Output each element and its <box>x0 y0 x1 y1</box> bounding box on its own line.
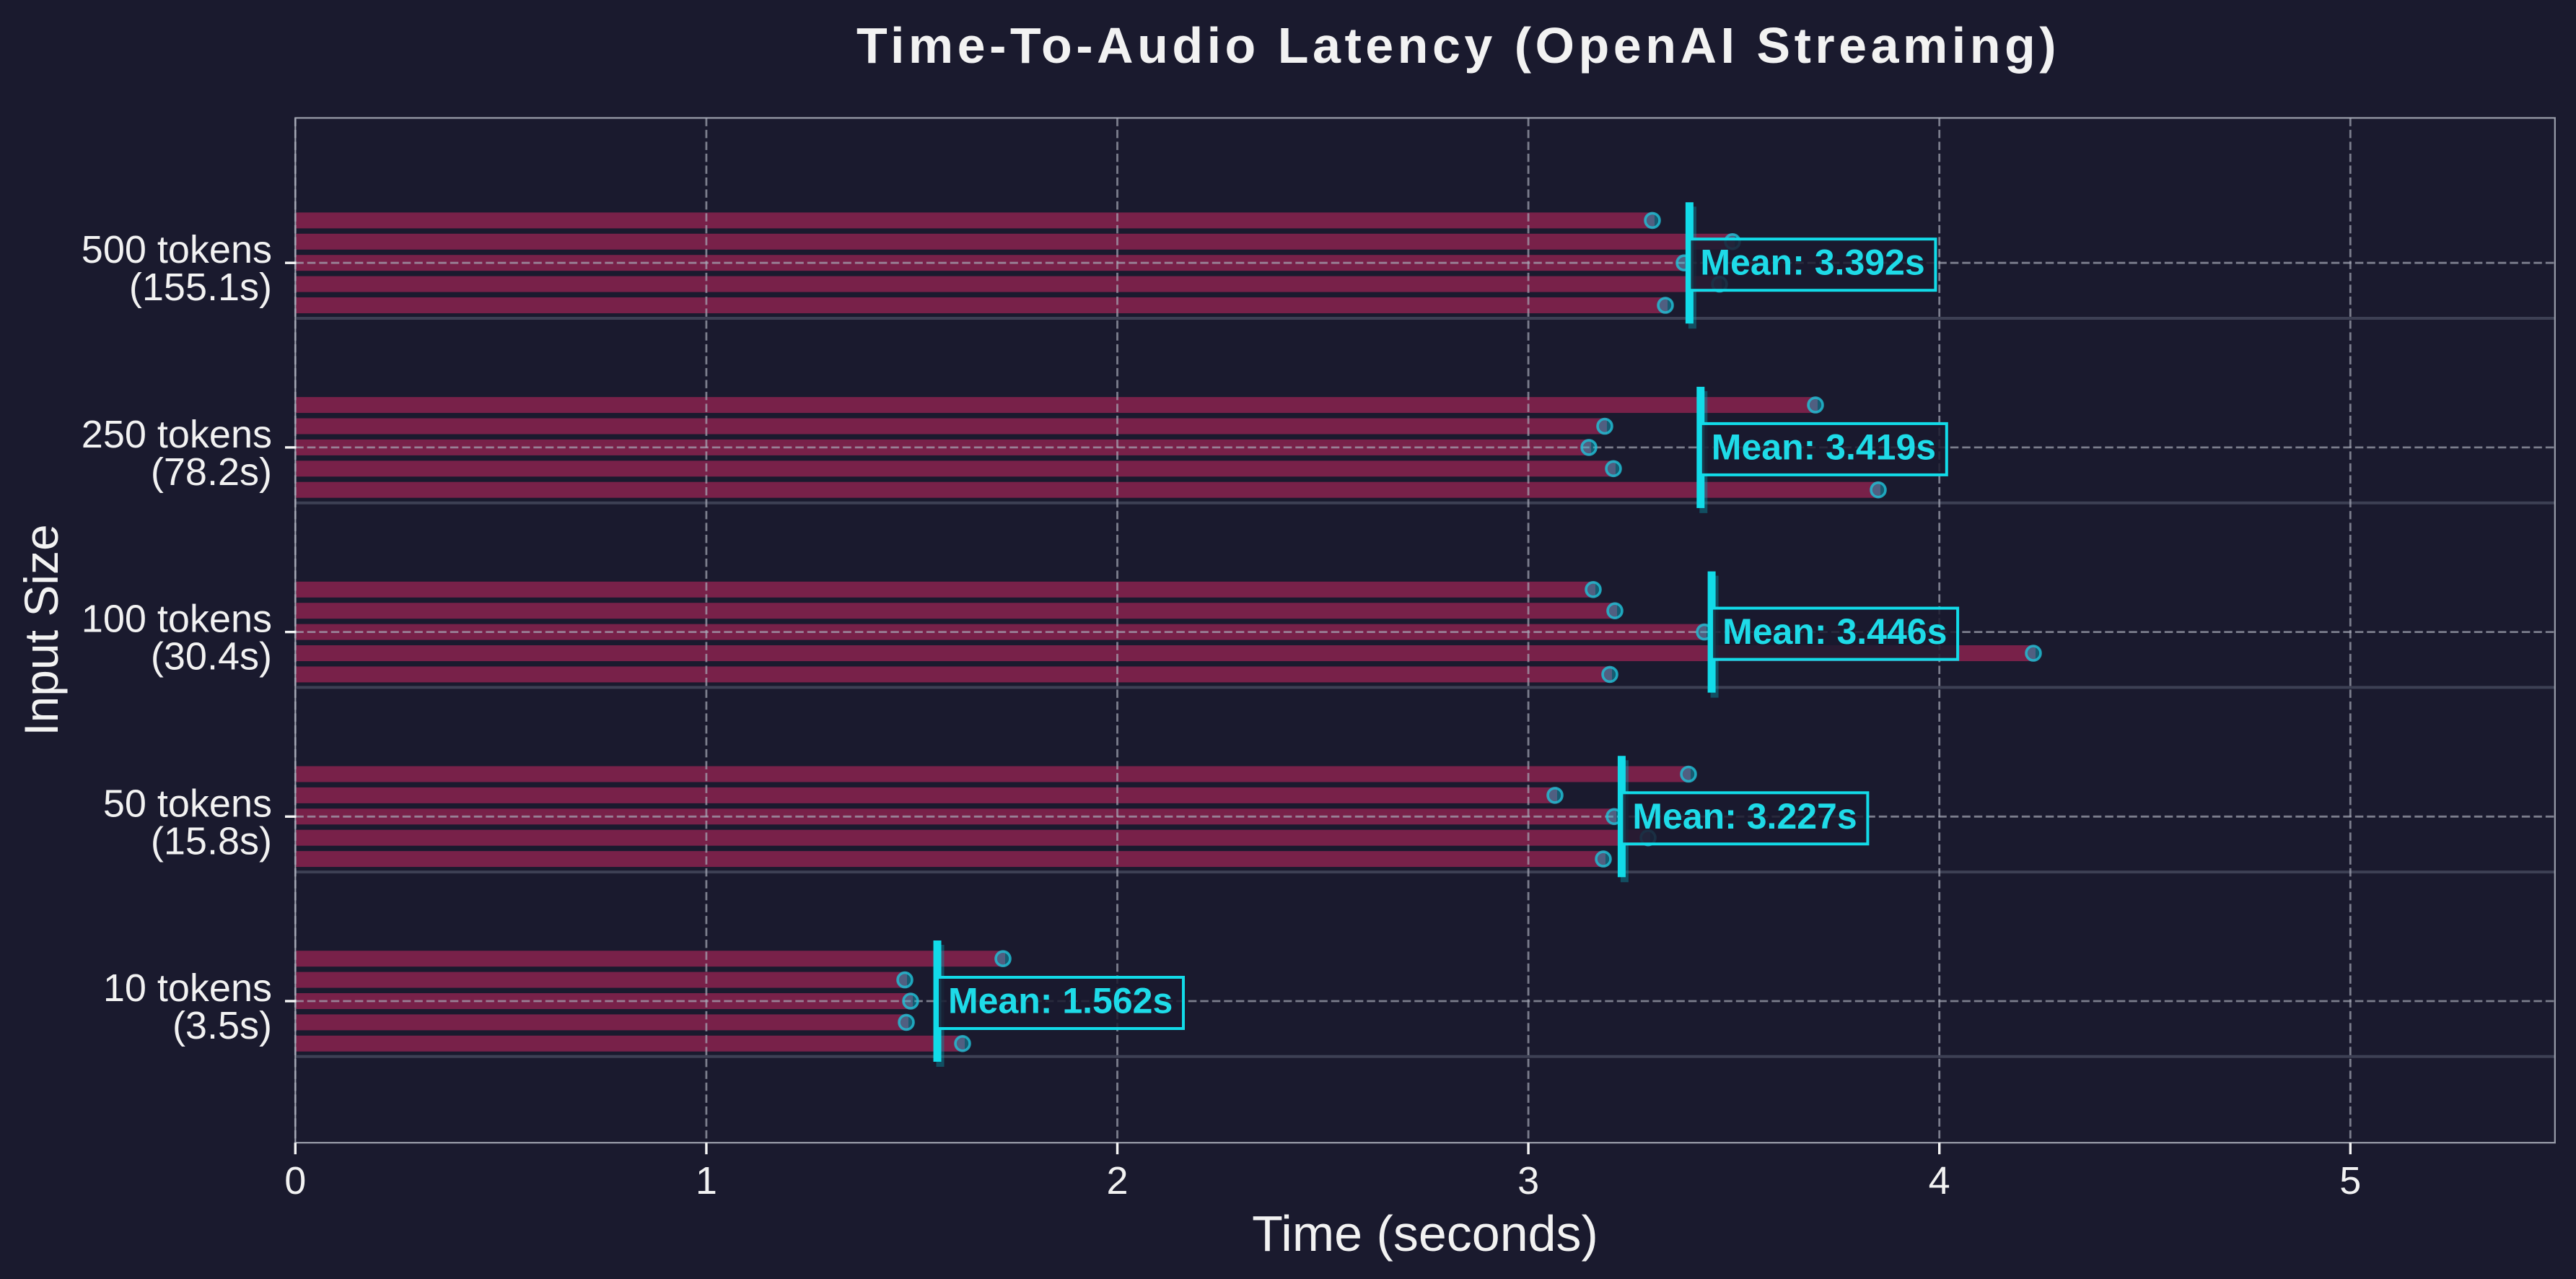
svg-text:1: 1 <box>696 1159 717 1202</box>
svg-text:5: 5 <box>2339 1159 2361 1202</box>
svg-text:Mean: 3.227s: Mean: 3.227s <box>1632 796 1857 837</box>
svg-text:(30.4s): (30.4s) <box>151 635 272 678</box>
svg-text:Time (seconds): Time (seconds) <box>1252 1205 1598 1262</box>
svg-text:2: 2 <box>1106 1159 1128 1202</box>
svg-text:Mean: 3.392s: Mean: 3.392s <box>1700 243 1924 283</box>
svg-text:250 tokens: 250 tokens <box>82 413 272 456</box>
svg-text:(155.1s): (155.1s) <box>129 266 272 309</box>
svg-text:0: 0 <box>284 1159 306 1202</box>
svg-text:50 tokens: 50 tokens <box>103 782 272 825</box>
svg-text:Mean: 1.562s: Mean: 1.562s <box>948 981 1173 1021</box>
svg-text:(3.5s): (3.5s) <box>172 1004 272 1047</box>
svg-text:100 tokens: 100 tokens <box>82 598 272 641</box>
svg-text:(78.2s): (78.2s) <box>151 450 272 494</box>
svg-text:10 tokens: 10 tokens <box>103 966 272 1010</box>
svg-text:(15.8s): (15.8s) <box>151 819 272 863</box>
svg-text:3: 3 <box>1517 1159 1539 1202</box>
svg-text:Mean: 3.446s: Mean: 3.446s <box>1722 611 1947 652</box>
svg-text:Mean: 3.419s: Mean: 3.419s <box>1712 427 1936 467</box>
svg-text:500 tokens: 500 tokens <box>82 228 272 271</box>
svg-text:4: 4 <box>1929 1159 1950 1202</box>
svg-text:Input Size: Input Size <box>14 524 68 736</box>
svg-text:Time-To-Audio Latency (OpenAI: Time-To-Audio Latency (OpenAI Streaming) <box>857 17 2060 74</box>
